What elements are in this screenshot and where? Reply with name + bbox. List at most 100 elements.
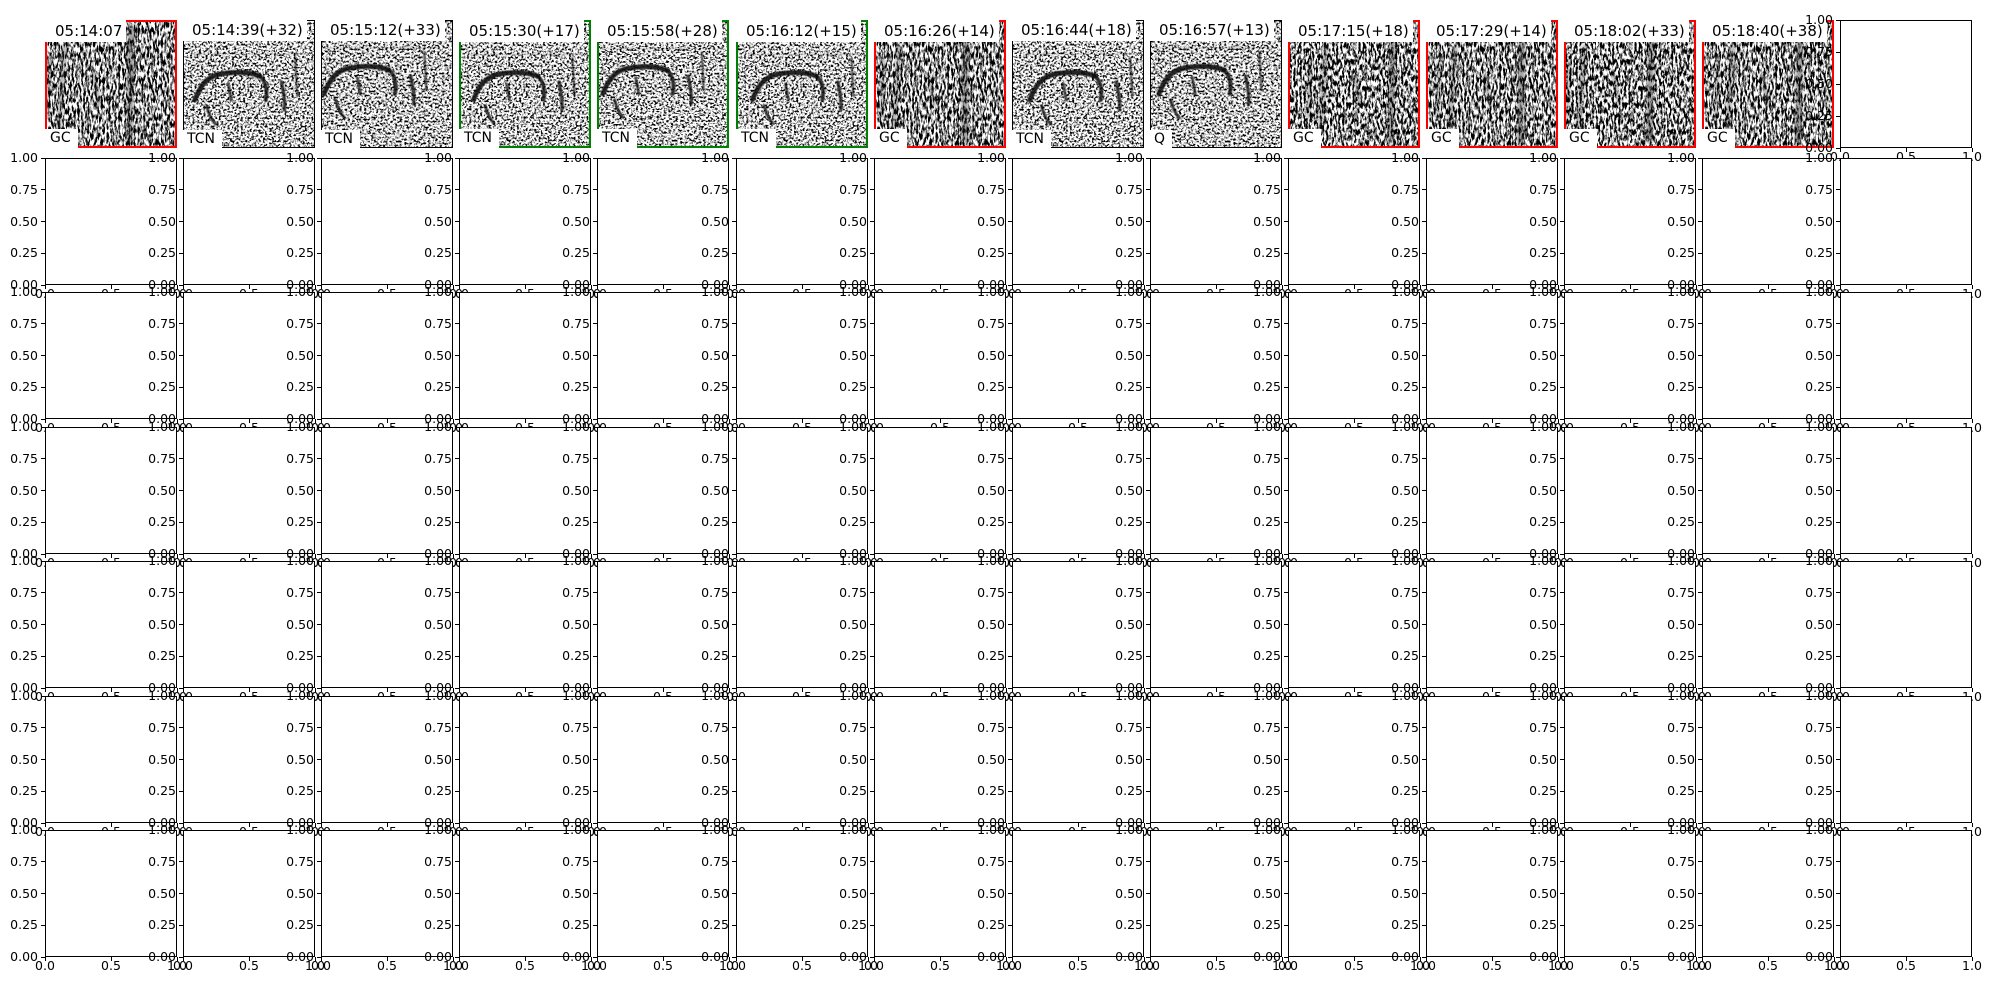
y-tick-mark: [732, 291, 736, 293]
x-tick-mark: [248, 957, 250, 961]
y-tick-label: 0.25: [1253, 917, 1281, 932]
x-tick-mark: [386, 688, 388, 692]
y-tick-mark: [870, 924, 874, 926]
x-tick-mark: [1281, 419, 1283, 423]
y-tick-label: 1.00: [1667, 418, 1695, 434]
y-tick-mark: [455, 386, 459, 388]
y-tick-label: 0.75: [1253, 315, 1281, 331]
spectrogram-panel: 05:17:29(+14) GC: [1426, 20, 1558, 148]
y-tick-mark: [870, 592, 874, 594]
y-tick-mark: [870, 157, 874, 159]
y-tick-mark: [1698, 560, 1702, 562]
y-tick-label: 1.00: [148, 687, 176, 703]
y-tick-label: 0.50: [1805, 75, 1833, 91]
y-tick-label: 0.00: [424, 410, 452, 426]
y-tick-label: 0.75: [10, 584, 38, 600]
y-tick-mark: [1560, 687, 1564, 689]
y-tick-mark: [1560, 252, 1564, 254]
y-tick-mark: [593, 893, 597, 894]
y-tick-mark: [1146, 521, 1150, 523]
y-tick-label: 0.50: [1391, 616, 1419, 632]
y-tick-mark: [41, 655, 45, 657]
x-tick-label: 0.5: [930, 958, 950, 973]
x-tick-label: 1.0: [305, 958, 325, 973]
x-tick-mark: [1971, 554, 1973, 558]
x-tick-label: 0.5: [239, 958, 259, 973]
spectrogram-panel: 05:18:02(+33) GC: [1564, 20, 1696, 148]
y-tick-mark: [1008, 386, 1012, 388]
y-tick-mark: [41, 355, 45, 356]
y-tick-label: 0.50: [148, 213, 176, 229]
y-tick-mark: [1008, 490, 1012, 491]
y-tick-label: 0.25: [424, 514, 452, 529]
y-tick-mark: [1008, 426, 1012, 428]
y-tick-mark: [732, 655, 736, 657]
y-tick-label: 0.75: [1529, 719, 1557, 735]
y-tick-label: 0.00: [1667, 545, 1695, 561]
y-tick-mark: [1008, 956, 1012, 958]
y-tick-label: 0.75: [1115, 181, 1143, 197]
y-tick-label: 0.75: [562, 181, 590, 197]
y-tick-mark: [1146, 560, 1150, 562]
x-tick-mark: [1701, 285, 1703, 289]
y-tick-label: 0.75: [701, 450, 729, 466]
empty-axes: [321, 696, 453, 823]
y-tick-mark: [1422, 560, 1426, 562]
y-tick-label: 0.75: [701, 584, 729, 600]
y-tick-mark: [41, 727, 45, 729]
y-tick-mark: [455, 490, 459, 491]
spectrogram-panel: 05:15:58(+28) TCN: [597, 20, 729, 148]
y-tick-mark: [1284, 426, 1288, 428]
x-tick-label: 0.0: [1002, 958, 1022, 973]
y-tick-label: 1.00: [701, 552, 729, 568]
y-tick-mark: [1422, 624, 1426, 625]
y-tick-mark: [1284, 221, 1288, 222]
x-tick-label: 1.0: [1272, 958, 1292, 973]
y-tick-label: 1.00: [1529, 283, 1557, 299]
x-tick-mark: [524, 419, 526, 423]
y-tick-label: 0.75: [1115, 315, 1143, 331]
y-tick-mark: [1836, 147, 1840, 149]
y-tick-mark: [41, 759, 45, 760]
y-tick-mark: [317, 291, 321, 293]
y-tick-mark: [41, 829, 45, 831]
y-tick-mark: [179, 655, 183, 657]
y-tick-mark: [455, 418, 459, 420]
x-tick-mark: [939, 823, 941, 827]
y-tick-mark: [1560, 759, 1564, 760]
x-tick-label: 1.0: [1410, 958, 1430, 973]
y-tick-mark: [732, 790, 736, 792]
x-tick-mark: [1833, 823, 1835, 827]
y-tick-label: 0.50: [1253, 616, 1281, 632]
y-tick-mark: [1146, 727, 1150, 729]
empty-axes: [321, 561, 453, 688]
spectrogram-panel: 05:14:39(+32) TCN: [182, 19, 315, 149]
y-tick-mark: [1698, 418, 1702, 420]
y-tick-label: 0.25: [1391, 245, 1419, 260]
y-tick-label: 0.50: [1391, 347, 1419, 363]
y-tick-mark: [732, 426, 736, 428]
y-tick-label: 0.75: [1805, 181, 1833, 197]
y-tick-label: 1.00: [839, 687, 867, 703]
y-tick-label: 0.00: [701, 679, 729, 695]
y-tick-mark: [1698, 759, 1702, 760]
y-tick-label: 1.00: [148, 552, 176, 568]
y-tick-mark: [317, 687, 321, 689]
empty-axes: [1012, 696, 1144, 823]
y-tick-mark: [179, 490, 183, 491]
y-tick-label: 0.50: [1391, 213, 1419, 229]
x-tick-label: 1.0: [1686, 958, 1706, 973]
x-tick-mark: [1425, 823, 1427, 827]
y-tick-mark: [41, 157, 45, 159]
y-tick-mark: [1146, 655, 1150, 657]
empty-axes: [1288, 427, 1420, 554]
y-tick-mark: [593, 624, 597, 625]
x-tick-mark: [314, 688, 316, 692]
y-tick-mark: [1422, 687, 1426, 689]
y-tick-label: 1.00: [562, 552, 590, 568]
x-tick-label: 0.5: [101, 958, 121, 973]
x-tick-mark: [182, 285, 184, 289]
y-tick-mark: [317, 655, 321, 657]
y-tick-label: 0.00: [839, 276, 867, 292]
y-tick-mark: [41, 956, 45, 958]
